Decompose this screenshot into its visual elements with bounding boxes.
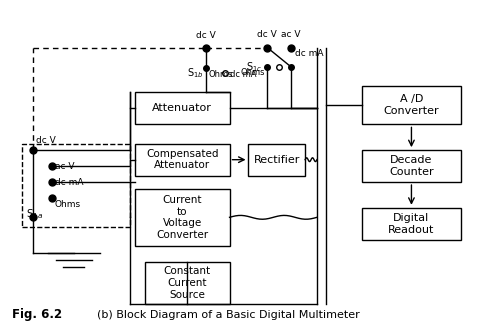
Text: S$_{1b}$: S$_{1b}$ <box>187 66 204 80</box>
Text: S$_{1c}$: S$_{1c}$ <box>246 60 262 74</box>
Text: Digital
Readout: Digital Readout <box>388 213 435 234</box>
Text: dc mA: dc mA <box>295 49 323 58</box>
Text: ac V: ac V <box>281 30 301 39</box>
Bar <box>135 93 229 125</box>
Text: dc V: dc V <box>36 136 55 145</box>
Bar <box>135 144 229 176</box>
Text: dc V: dc V <box>258 30 277 39</box>
Text: (b) Block Diagram of a Basic Digital Multimeter: (b) Block Diagram of a Basic Digital Mul… <box>97 310 360 320</box>
Text: Attenuator: Attenuator <box>152 103 212 113</box>
Text: dc V: dc V <box>196 31 216 39</box>
Text: Rectifier: Rectifier <box>254 155 300 165</box>
Text: Ohms: Ohms <box>55 200 81 209</box>
Text: Ohms: Ohms <box>208 70 233 79</box>
Text: A /D
Converter: A /D Converter <box>384 95 439 116</box>
Bar <box>362 208 461 240</box>
Text: Decade
Counter: Decade Counter <box>389 155 434 177</box>
Text: dc mA: dc mA <box>55 178 83 186</box>
Bar <box>362 86 461 125</box>
Text: ac V: ac V <box>55 162 74 170</box>
Bar <box>362 150 461 182</box>
Bar <box>135 188 229 246</box>
Text: S$_{1a}$: S$_{1a}$ <box>26 207 43 220</box>
Text: Current
to
Voltage
Converter: Current to Voltage Converter <box>156 195 208 240</box>
Text: Compensated
Attenuator: Compensated Attenuator <box>146 149 218 170</box>
Bar <box>22 144 130 227</box>
Text: Constant
Current
Source: Constant Current Source <box>163 266 211 300</box>
Text: dc mA: dc mA <box>229 70 256 79</box>
Text: Fig. 6.2: Fig. 6.2 <box>12 308 62 321</box>
Bar <box>249 144 305 176</box>
Bar <box>144 262 229 304</box>
Text: Ohms: Ohms <box>240 68 265 77</box>
